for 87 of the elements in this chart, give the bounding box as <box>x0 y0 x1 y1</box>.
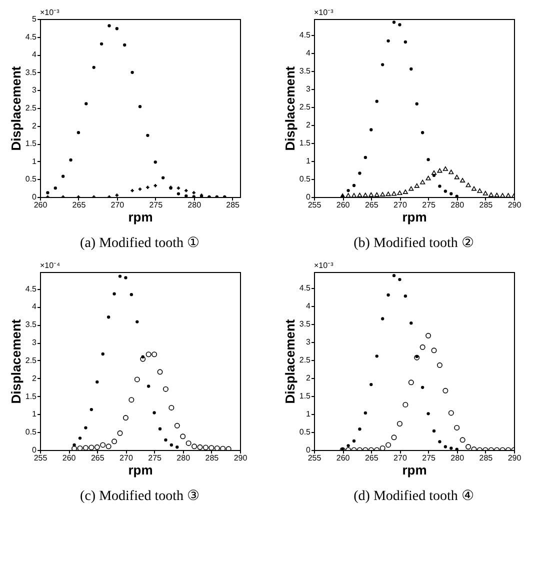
y-tick-label: 0.5 <box>25 174 38 184</box>
y-tick-label: 4.5 <box>299 284 312 293</box>
y-tick-label: 2.5 <box>25 356 38 365</box>
x-tick-label: 260 <box>336 200 350 210</box>
y-tick-label: 3 <box>32 338 38 348</box>
y-tick-label: 4 <box>32 302 38 312</box>
x-tick-label: 255 <box>34 454 48 462</box>
y-tick-label: 4 <box>306 302 312 311</box>
text: (b) Modified tooth ② <box>354 236 474 251</box>
x-tick-label: 260 <box>34 200 48 210</box>
text: (c) Modified tooth ③ <box>80 489 200 504</box>
x-tick-label: 265 <box>364 200 379 210</box>
x-tick-label: 255 <box>308 454 322 462</box>
y-axis-title: Displacement <box>8 318 24 404</box>
y-tick-label: 0 <box>306 192 312 202</box>
x-tick-label: 285 <box>205 454 220 462</box>
y-tick-label: 0.5 <box>25 428 38 437</box>
y-axis-title: Displacement <box>282 318 298 404</box>
x-tick-label: 265 <box>364 454 379 462</box>
y-tick-label: 1.5 <box>25 139 38 148</box>
y-tick-label: 4.5 <box>25 32 38 42</box>
x-tick-label: 260 <box>336 454 350 462</box>
y-tick-label: 2.5 <box>25 104 38 112</box>
y-tick-label: 2 <box>306 120 312 130</box>
y-axis-title: Displacement <box>282 66 298 151</box>
x-tick-label: 280 <box>188 200 202 210</box>
y-tick-label: 4.5 <box>25 284 38 294</box>
y-tick-label: 2 <box>306 374 312 383</box>
y-tick-label: 4 <box>306 48 312 58</box>
x-tick-label: 285 <box>479 454 494 462</box>
y-tick-label: 3.5 <box>299 320 312 329</box>
x-tick-label: 275 <box>149 200 164 210</box>
x-axis-title: rpm <box>402 210 427 224</box>
y-tick-label: 3.5 <box>25 68 38 77</box>
text: ×10⁻⁴ <box>40 261 61 270</box>
y-tick-label: 4.5 <box>299 30 312 40</box>
y-tick-label: 0.5 <box>299 428 312 437</box>
y-tick-label: 1 <box>306 410 312 419</box>
x-tick-label: 290 <box>508 454 522 462</box>
x-tick-label: 280 <box>450 200 465 210</box>
x-tick-label: 275 <box>422 200 436 210</box>
x-tick-label: 280 <box>176 454 191 462</box>
x-tick-label: 255 <box>308 200 322 210</box>
x-tick-label: 270 <box>120 454 134 462</box>
text: ×10⁻³ <box>40 8 60 17</box>
text: (a) Modified tooth ① <box>80 236 200 251</box>
text: ×10⁻³ <box>314 261 334 270</box>
y-tick-label: 3 <box>306 84 312 94</box>
y-tick-label: 1.5 <box>299 392 312 401</box>
x-tick-label: 260 <box>62 454 76 462</box>
x-tick-label: 285 <box>479 200 494 210</box>
y-tick-label: 1.5 <box>25 392 38 401</box>
x-axis-title: rpm <box>128 462 153 478</box>
y-tick-label: 0 <box>32 192 38 202</box>
x-tick-label: 270 <box>394 200 408 210</box>
y-tick-label: 2.5 <box>299 102 312 112</box>
x-tick-label: 285 <box>226 200 240 210</box>
y-axis-title: Displacement <box>8 66 24 151</box>
x-tick-label: 265 <box>72 200 86 210</box>
y-tick-label: 2.5 <box>299 356 312 365</box>
x-tick-label: 265 <box>90 454 105 462</box>
x-tick-label: 290 <box>508 200 522 210</box>
y-tick-label: 1 <box>32 156 38 166</box>
text: ×10⁻³ <box>314 8 334 17</box>
y-tick-label: 3.5 <box>299 66 312 76</box>
y-tick-label: 2 <box>32 121 38 130</box>
y-tick-label: 0.5 <box>299 174 312 184</box>
x-axis-title: rpm <box>402 462 427 478</box>
x-tick-label: 290 <box>234 454 248 462</box>
x-tick-label: 275 <box>148 454 162 462</box>
text: (d) Modified tooth ④ <box>354 489 474 504</box>
y-tick-label: 3.5 <box>25 320 38 330</box>
y-tick-label: 1.5 <box>299 138 312 148</box>
y-tick-label: 1 <box>32 410 38 419</box>
x-tick-label: 275 <box>422 454 436 462</box>
y-tick-label: 0 <box>32 446 38 454</box>
y-tick-label: 3 <box>32 86 38 95</box>
y-tick-label: 3 <box>306 338 312 347</box>
x-tick-label: 280 <box>450 454 465 462</box>
y-tick-label: 5 <box>32 14 38 24</box>
y-tick-label: 1 <box>306 156 312 166</box>
y-tick-label: 4 <box>32 50 38 60</box>
x-axis-title: rpm <box>128 210 153 224</box>
x-tick-label: 270 <box>394 454 408 462</box>
y-tick-label: 0 <box>306 446 312 454</box>
y-tick-label: 2 <box>32 374 38 383</box>
x-tick-label: 270 <box>110 200 125 210</box>
